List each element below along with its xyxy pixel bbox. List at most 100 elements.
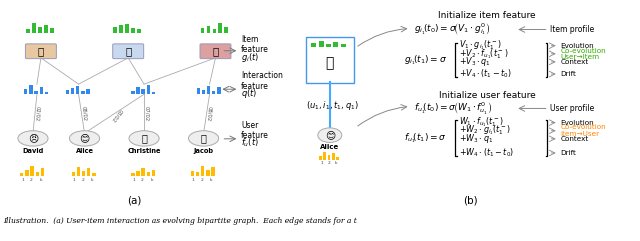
Bar [36,172,39,176]
Text: k: k [150,178,153,182]
Text: 1: 1 [73,178,76,182]
Text: 02/02: 02/02 [35,106,40,122]
Bar [200,28,204,33]
Bar [152,170,155,176]
Text: 07/02: 07/02 [144,106,149,121]
Text: k: k [210,178,212,182]
Bar [332,153,335,160]
Bar [26,29,30,33]
Bar [136,87,140,94]
Bar [191,171,194,176]
Bar [119,25,123,33]
Bar [201,166,204,176]
Text: 🧣: 🧣 [125,46,131,56]
Bar [323,152,326,160]
Bar [206,170,209,176]
Text: $(u_1, i_1, t_1, q_1)$: $(u_1, i_1, t_1, q_1)$ [306,99,358,112]
Bar [217,87,221,94]
Bar [218,22,222,33]
Text: 👩: 👩 [141,134,147,143]
Bar [207,86,211,94]
Text: 1: 1 [192,178,195,182]
Text: Co-evolution
User→Item: Co-evolution User→Item [560,47,606,60]
Bar [41,168,44,176]
Bar [77,167,80,176]
Bar [141,168,145,176]
Bar [71,88,74,94]
Text: $q(t)$: $q(t)$ [241,87,258,100]
Bar [202,90,205,94]
Bar [328,155,330,160]
Bar [212,91,216,94]
Bar [86,89,90,94]
Text: 1: 1 [21,178,24,182]
Text: $g_i(t)$: $g_i(t)$ [241,51,260,64]
Text: 😠: 😠 [28,134,38,143]
Bar [225,27,228,33]
Text: 2: 2 [81,178,84,182]
Text: 😊: 😊 [79,134,90,143]
Text: 🧔: 🧔 [201,134,207,143]
Bar [87,168,90,176]
Text: $+W_4 \cdot (t_1-t_0)$: $+W_4 \cdot (t_1-t_0)$ [459,147,514,159]
Bar [45,92,48,94]
Text: $+V_4 \cdot (t_1-t_0)$: $+V_4 \cdot (t_1-t_0)$ [459,68,511,80]
Bar [30,166,34,176]
Bar [20,173,24,176]
Bar [326,44,331,47]
Text: 2: 2 [30,178,33,182]
Bar [44,25,48,33]
Text: $+W_3 \cdot q_1$: $+W_3 \cdot q_1$ [459,132,493,145]
Text: 2: 2 [328,161,330,166]
Text: 1: 1 [321,161,323,166]
Bar [141,89,145,94]
Text: $+V_3 \cdot q_1$: $+V_3 \cdot q_1$ [459,55,490,68]
Text: 😊: 😊 [324,130,335,140]
Bar [131,91,134,94]
Bar [196,88,200,94]
Bar [340,44,346,47]
FancyBboxPatch shape [26,44,56,59]
Bar [35,91,38,94]
Text: Alice: Alice [320,145,339,150]
Bar [152,92,155,94]
Bar [38,27,42,33]
Bar [24,89,28,94]
Circle shape [129,131,159,146]
Text: Jacob: Jacob [193,148,214,154]
Bar [312,43,316,47]
Bar [76,86,79,94]
Text: Context: Context [560,136,589,142]
Text: Christine: Christine [127,148,161,154]
Text: Item profile: Item profile [550,25,595,34]
Bar [72,172,75,176]
Text: $g_{i_1}\!(t_0)=\sigma\!\left(V_1 \cdot g_{i_1}^0\right)$: $g_{i_1}\!(t_0)=\sigma\!\left(V_1 \cdot … [414,21,490,38]
Text: k: k [335,161,337,166]
Text: Co-evolution
Item→User: Co-evolution Item→User [560,124,606,137]
Text: $f_u(t)$: $f_u(t)$ [241,137,259,149]
Bar [333,42,338,47]
Text: $+W_2 \cdot g_{i_1}(t_1^-)$: $+W_2 \cdot g_{i_1}(t_1^-)$ [459,124,511,138]
Text: 03/02: 03/02 [109,108,123,123]
Text: $f_{u_1}\!(t_0)=\sigma\!\left(W_1 \cdot f_{u_1}^0\right)$: $f_{u_1}\!(t_0)=\sigma\!\left(W_1 \cdot … [414,100,492,116]
Bar [212,29,216,33]
Text: $V_1 \cdot g_{i_1}(t_1^-)$: $V_1 \cdot g_{i_1}(t_1^-)$ [459,39,502,53]
Bar [131,28,135,33]
Bar [66,90,69,94]
Bar [196,172,199,176]
Text: (b): (b) [463,195,477,206]
Text: Context: Context [560,59,589,65]
Bar [125,24,129,33]
Text: Drift: Drift [560,150,576,156]
Text: User profile: User profile [550,104,595,113]
Circle shape [318,128,342,142]
Bar [81,91,84,94]
Text: Alice: Alice [76,148,93,154]
Text: 2: 2 [141,178,143,182]
Text: User
feature: User feature [241,121,269,141]
Bar [29,85,33,94]
Text: 08/02: 08/02 [81,106,87,121]
Bar [319,156,322,160]
Bar [137,29,141,33]
Bar [147,85,150,94]
